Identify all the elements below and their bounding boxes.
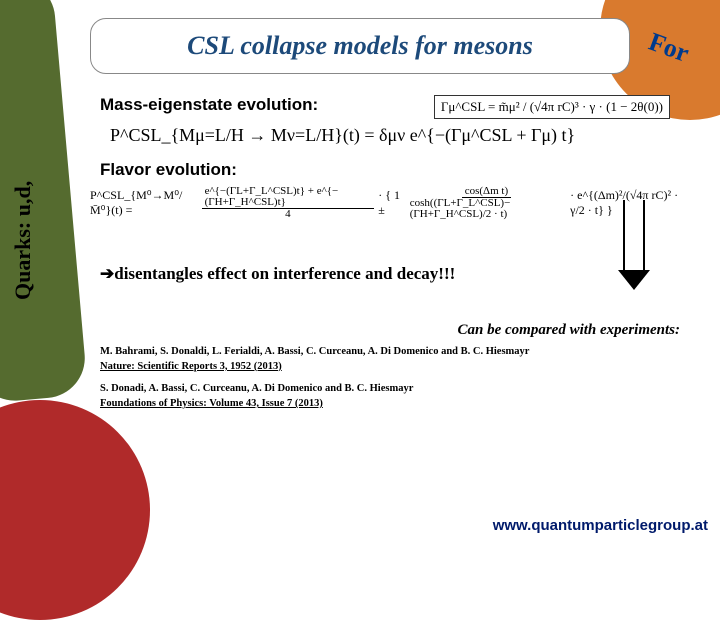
bg-left-text: Quarks: u,d, bbox=[10, 181, 36, 300]
flavor-eq-mid: · { 1 ± bbox=[378, 188, 403, 218]
flavor-eq-frac2: cos(Δm t) cosh((ΓL+Γ_L^CSL)−(ΓH+Γ_H^CSL)… bbox=[407, 186, 566, 220]
ref2-journal: Foundations of Physics: Volume 43, Issue… bbox=[100, 398, 323, 409]
bg-bottomleft-circle bbox=[0, 400, 150, 620]
reference-1: M. Bahrami, S. Donaldi, L. Ferialdi, A. … bbox=[100, 345, 690, 374]
content-area: Mass-eigenstate evolution: Γμ^CSL = m̃μ²… bbox=[100, 95, 690, 420]
disentangle-line: ➔disentangles effect on interference and… bbox=[100, 264, 690, 284]
ref1-journal: Nature: Scientific Reports 3, 1952 (2013… bbox=[100, 361, 282, 372]
ref1-authors: M. Bahrami, S. Donaldi, L. Ferialdi, A. … bbox=[100, 346, 529, 357]
mass-evolution-equation: P^CSL_{Mμ=L/H → Mν=L/H}(t) = δμν e^{−(Γμ… bbox=[110, 125, 690, 146]
references: M. Bahrami, S. Donaldi, L. Ferialdi, A. … bbox=[100, 345, 690, 412]
disentangle-text: disentangles effect on interference and … bbox=[114, 264, 455, 283]
footer-url: www.quantumparticlegroup.at bbox=[493, 517, 708, 534]
down-arrow-icon bbox=[618, 200, 650, 290]
flavor-evolution-equation: P^CSL_{M⁰→M⁰/ M̄⁰}(t) = e^{−(ΓL+Γ_L^CSL)… bbox=[90, 186, 690, 220]
flavor-frac1-den: 4 bbox=[282, 209, 294, 220]
title-pill: CSL collapse models for mesons bbox=[90, 18, 630, 74]
flavor-frac2-den: cosh((ΓL+Γ_L^CSL)−(ΓH+Γ_H^CSL)/2 · t) bbox=[407, 198, 566, 220]
compare-experiments-line: Can be compared with experiments: bbox=[100, 322, 690, 339]
flavor-evolution-label: Flavor evolution: bbox=[100, 160, 690, 180]
flavor-eq-frac1: e^{−(ΓL+Γ_L^CSL)t} + e^{−(ΓH+Γ_H^CSL)t} … bbox=[202, 186, 375, 220]
bg-topright-text: For bbox=[645, 27, 693, 69]
mass-eigenstate-label: Mass-eigenstate evolution: bbox=[100, 95, 318, 115]
ref2-authors: S. Donadi, A. Bassi, C. Curceanu, A. Di … bbox=[100, 383, 413, 394]
gamma-csl-equation: Γμ^CSL = m̃μ² / (√4π rC)³ · γ · (1 − 2θ(… bbox=[434, 95, 670, 119]
flavor-frac1-num: e^{−(ΓL+Γ_L^CSL)t} + e^{−(ΓH+Γ_H^CSL)t} bbox=[202, 186, 375, 209]
flavor-eq-lhs: P^CSL_{M⁰→M⁰/ M̄⁰}(t) = bbox=[90, 188, 198, 218]
reference-2: S. Donadi, A. Bassi, C. Curceanu, A. Di … bbox=[100, 382, 690, 411]
page-title: CSL collapse models for mesons bbox=[187, 31, 533, 61]
right-arrow-icon: ➔ bbox=[100, 264, 114, 283]
